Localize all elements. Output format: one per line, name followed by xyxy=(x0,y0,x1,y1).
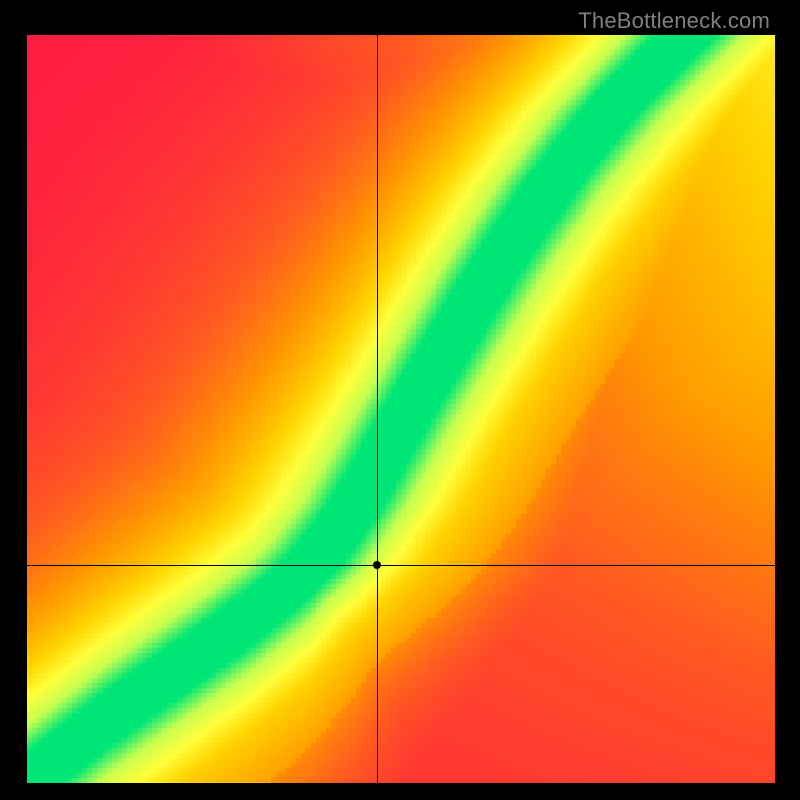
heatmap-canvas xyxy=(27,35,775,783)
crosshair-vertical xyxy=(377,35,378,783)
watermark-text: TheBottleneck.com xyxy=(578,8,770,34)
crosshair-horizontal xyxy=(27,565,775,566)
heatmap-plot xyxy=(27,35,775,783)
chart-container: TheBottleneck.com xyxy=(0,0,800,800)
crosshair-dot xyxy=(373,561,381,569)
